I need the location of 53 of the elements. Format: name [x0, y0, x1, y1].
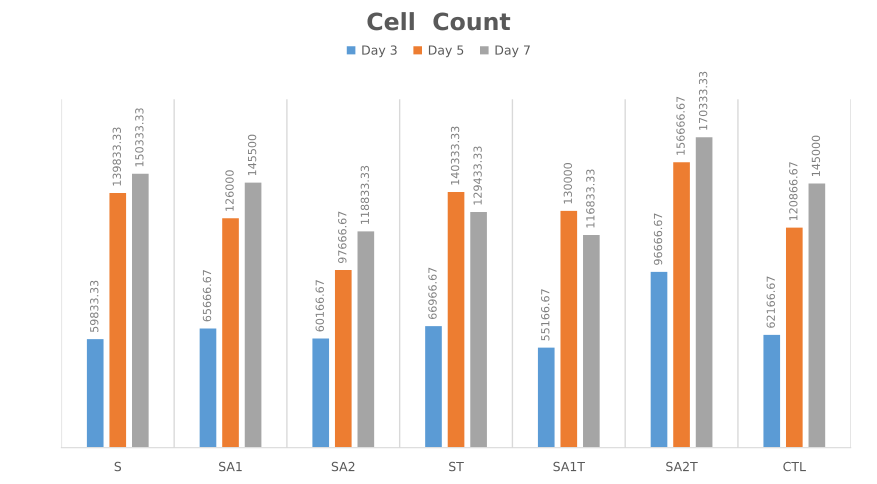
data-label: 66966.67 [428, 268, 437, 320]
bar [243, 181, 263, 448]
data-label: 116833.33 [586, 170, 595, 228]
bar [311, 337, 330, 448]
bar [762, 333, 782, 448]
bar [784, 226, 804, 448]
legend-label: Day 3 [362, 45, 397, 58]
data-label: 139833.33 [112, 128, 121, 186]
x-tick-label: SA1 [219, 462, 242, 472]
bar [468, 210, 488, 448]
data-label: 145500 [248, 134, 256, 176]
data-label: 60166.67 [316, 280, 324, 332]
x-tick-label: SA2T [666, 462, 698, 472]
data-label: 120866.67 [789, 162, 798, 220]
legend-label: Day 5 [428, 46, 464, 58]
data-label: 156666.67 [676, 96, 685, 155]
bar [672, 160, 692, 448]
data-label: 55166.67 [541, 289, 550, 341]
data-label: 130000 [564, 163, 572, 204]
data-label: 126000 [225, 170, 234, 211]
data-label: 65666.67 [202, 270, 212, 322]
bar [334, 268, 353, 448]
data-label: 96666.67 [654, 214, 662, 265]
bar [649, 270, 669, 448]
x-tick-label: SA2 [332, 462, 354, 472]
bar [198, 327, 218, 448]
x-tick-label: S [114, 462, 122, 472]
data-label: 97666.67 [338, 212, 347, 264]
bar [694, 136, 714, 448]
bar [582, 234, 602, 448]
chart-title: Cell Count [367, 12, 510, 30]
x-tick-label: CTL [783, 462, 806, 472]
bar [559, 210, 579, 448]
data-label: 150333.33 [135, 108, 144, 166]
legend-label: Day 7 [496, 46, 530, 58]
bar [108, 192, 128, 448]
bar [130, 172, 150, 448]
data-label: 62166.67 [766, 276, 775, 328]
data-label: 170333.33 [698, 72, 708, 130]
x-tick-label: ST [449, 462, 464, 472]
data-label: 145000 [812, 136, 820, 176]
data-label: 129433.33 [473, 146, 482, 204]
bar [356, 230, 376, 448]
bar [220, 216, 240, 448]
bar [807, 182, 827, 448]
bar [86, 338, 105, 448]
data-label: 140333.33 [450, 126, 460, 185]
bar [446, 190, 466, 448]
bar [424, 324, 444, 448]
data-label: 59833.33 [90, 280, 98, 332]
data-label: 118833.33 [360, 166, 370, 224]
x-tick-label: SA1T [553, 462, 585, 472]
bar [536, 346, 556, 448]
